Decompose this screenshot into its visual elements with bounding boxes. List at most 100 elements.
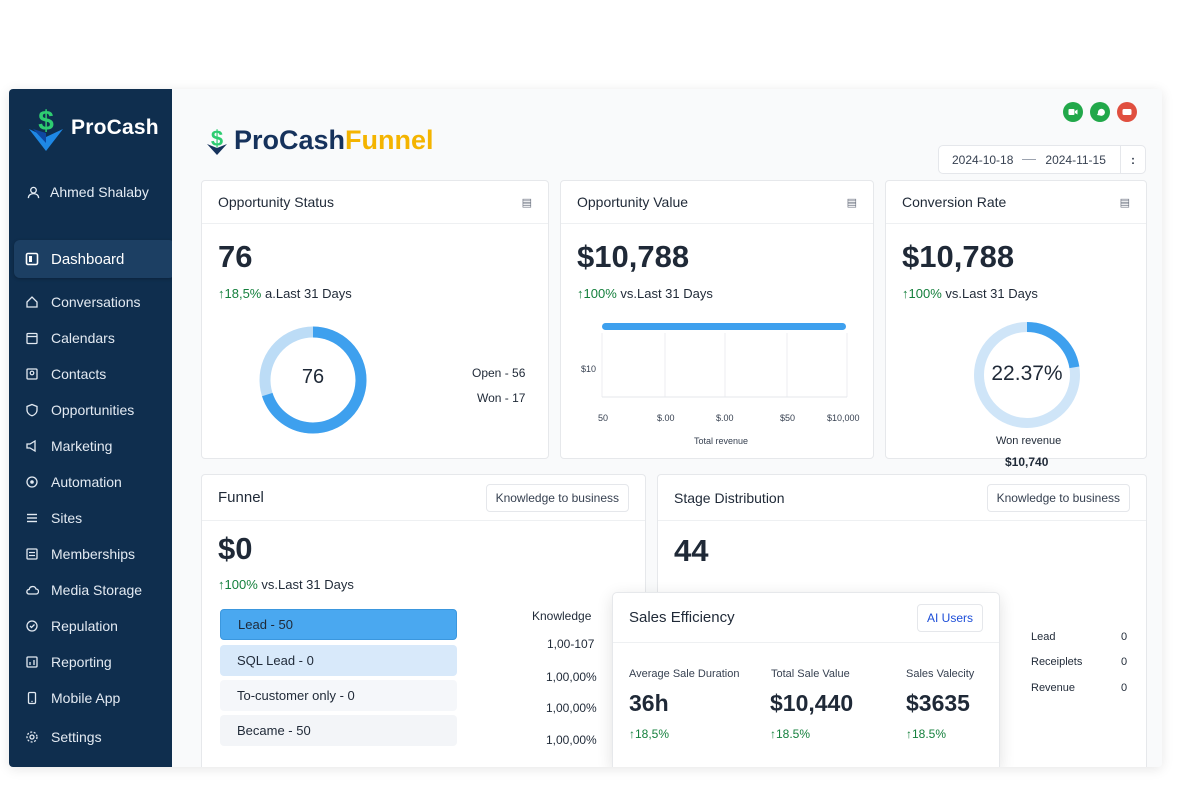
conversion-rate-card: Conversion Rate ▤ $10,788 ↑100% vs.Last … (885, 180, 1147, 459)
metric-delta: ↑18.5% (770, 727, 810, 741)
metric-value: $3635 (906, 690, 970, 716)
date-more-button[interactable]: : (1120, 146, 1145, 173)
card-header: Opportunity Status ▤ (202, 181, 548, 224)
card-header: Conversion Rate ▤ (886, 181, 1146, 224)
funnel-value: $0 (218, 531, 253, 566)
funnel-stage-lead[interactable]: Lead - 50 (220, 609, 457, 640)
sidebar-item-label: Opportunities (51, 402, 135, 418)
funnel-column-value: 1,00,00% (546, 701, 597, 715)
sidebar-item-label: Reporting (51, 654, 112, 670)
reporting-icon (25, 655, 39, 669)
won-revenue-value: $10,740 (1005, 455, 1049, 469)
x-tick-label: $10,000 (827, 413, 860, 423)
reputation-icon (25, 619, 39, 633)
automation-icon (25, 475, 39, 489)
won-count: Won - 17 (477, 391, 526, 405)
sidebar-item-repulation[interactable]: Repulation (9, 608, 172, 644)
date-start[interactable]: 2024-10-18 (952, 152, 1014, 167)
conversion-rate-value: $10,788 (902, 239, 1015, 274)
chat-icon[interactable] (1090, 102, 1110, 122)
calendar-icon (25, 331, 39, 345)
user-icon (27, 186, 40, 198)
date-range-picker[interactable]: 2024-10-18 2024-11-15 : (938, 145, 1146, 174)
stage-row-value: 0 (1121, 656, 1128, 668)
print-icon[interactable]: ▤ (1119, 196, 1130, 209)
funnel-stage-to-customer[interactable]: To-customer only - 0 (220, 680, 457, 711)
won-revenue-label: Won revenue (996, 435, 1062, 447)
sidebar-item-memberships[interactable]: Memberships (9, 536, 172, 572)
metric-label: Sales Valecity (906, 668, 975, 680)
svg-text:$: $ (38, 105, 54, 136)
funnel-column-value: 1,00-107 (547, 637, 595, 651)
sidebar-item-label: Sites (51, 510, 83, 526)
opportunity-value-delta: ↑100% vs.Last 31 Days (577, 286, 713, 301)
opportunity-status-card: Opportunity Status ▤ 76 ↑18,5% a.Last 31… (201, 180, 549, 459)
sidebar-item-settings[interactable]: Settings (9, 719, 172, 755)
sidebar-item-conversations[interactable]: Conversations (9, 284, 172, 320)
sales-efficiency-card: Sales Efficiency AI Users Average Sale D… (612, 592, 1000, 767)
sidebar-item-automation[interactable]: Automation (9, 464, 172, 500)
stage-filter-button[interactable]: Knowledge to business (986, 483, 1130, 512)
date-separator (1022, 159, 1037, 160)
opportunity-donut (259, 326, 367, 434)
delta-value: 18,5% (635, 727, 670, 741)
notification-icon[interactable] (1117, 102, 1137, 122)
delta-value: 18,5% (224, 286, 262, 301)
sidebar-item-mobile-app[interactable]: Mobile App (9, 680, 172, 716)
arrow-up-icon: ↑ (218, 286, 225, 301)
sidebar-item-dashboard[interactable]: Dashboard (14, 240, 175, 278)
top-icons (1063, 102, 1137, 122)
sidebar-item-reporting[interactable]: Reporting (9, 644, 172, 680)
funnel-filter-button[interactable]: Knowledge to business (485, 483, 629, 512)
funnel-column-value: 1,00,00% (546, 733, 597, 747)
funnel-stage-became[interactable]: Became - 50 (220, 715, 457, 746)
arrow-up-icon: ↑ (577, 286, 584, 301)
cloud-icon (25, 583, 39, 597)
card-title: Opportunity Value (577, 194, 689, 210)
metric-label: Average Sale Duration (629, 668, 740, 680)
stage-row-label: Revenue (1031, 682, 1076, 694)
sidebar-item-opportunities[interactable]: Opportunities (9, 392, 172, 428)
svg-text:$: $ (211, 126, 223, 151)
x-tick-label: $50 (780, 413, 796, 423)
card-header: Stage Distribution Knowledge to business (658, 475, 1146, 521)
opportunity-value-card: Opportunity Value ▤ $10,788 ↑100% vs.Las… (560, 180, 874, 459)
date-end[interactable]: 2024-11-15 (1045, 152, 1106, 167)
user-profile[interactable]: Ahmed Shalaby (27, 184, 149, 200)
funnel-column-header: Knowledge (532, 609, 592, 623)
delta-text: vs.Last 31 Days (620, 286, 713, 301)
sidebar-item-contacts[interactable]: Contacts (9, 356, 172, 392)
page-title: $ ProCash Funnel (206, 125, 434, 156)
video-icon[interactable] (1063, 102, 1083, 122)
title-funnel: Funnel (345, 125, 434, 155)
contacts-icon (25, 367, 39, 381)
funnel-card: Funnel Knowledge to business $0 ↑100% vs… (201, 474, 646, 767)
stage-row-label: Receiplets (1031, 656, 1083, 668)
sidebar-item-label: Media Storage (51, 582, 143, 598)
sidebar-item-label: Settings (51, 729, 102, 745)
print-icon[interactable]: ▤ (521, 196, 532, 209)
metric-delta: ↑18.5% (906, 727, 946, 741)
conversion-arc (974, 322, 1080, 428)
card-title: Sales Efficiency (629, 609, 735, 626)
card-title: Funnel (218, 489, 264, 506)
sidebar-brand[interactable]: $ ProCash (27, 103, 159, 153)
opportunity-status-value: 76 (218, 239, 253, 274)
sidebar-item-marketing[interactable]: Marketing (9, 428, 172, 464)
sidebar-item-sites[interactable]: Sites (9, 500, 172, 536)
marketing-icon (25, 439, 39, 453)
open-count: Open - 56 (472, 366, 526, 380)
delta-text: vs.Last 31 Days (945, 286, 1038, 301)
sidebar-item-media-storage[interactable]: Media Storage (9, 572, 172, 608)
funnel-stage-sql-lead[interactable]: SQL Lead - 0 (220, 645, 457, 676)
funnel-column-value: 1,00,00% (546, 670, 597, 684)
y-axis-label: $10 (581, 364, 597, 374)
stage-row-value: 0 (1121, 631, 1128, 643)
ai-users-button[interactable]: AI Users (916, 603, 983, 632)
user-name: Ahmed Shalaby (50, 184, 149, 200)
print-icon[interactable]: ▤ (846, 196, 857, 209)
sidebar-item-calendars[interactable]: Calendars (9, 320, 172, 356)
stage-row-label: Lead (1031, 631, 1056, 643)
sites-icon (25, 511, 39, 525)
sidebar-item-label: Calendars (51, 330, 115, 346)
